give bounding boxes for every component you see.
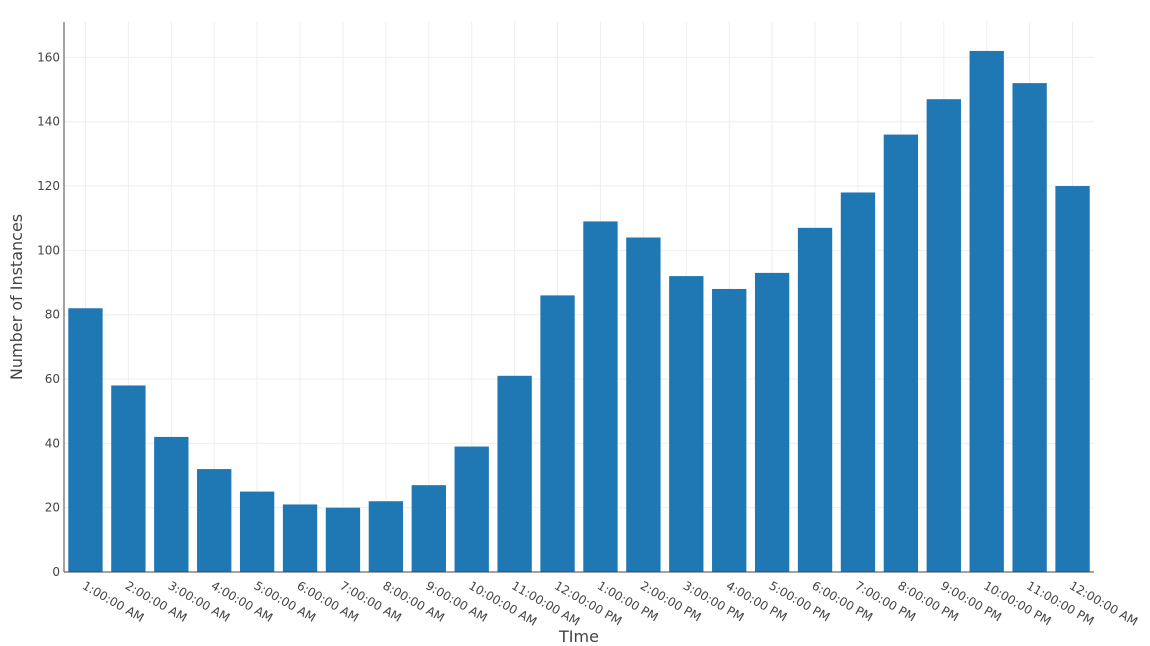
x-axis-title: TIme [558, 627, 599, 646]
y-tick-label: 160 [37, 50, 60, 64]
bar [282, 504, 318, 572]
bar [454, 446, 489, 572]
bar [583, 221, 618, 572]
bar [68, 308, 103, 572]
bar [797, 227, 833, 572]
bar [840, 192, 876, 572]
bar [754, 272, 790, 572]
bar [111, 385, 146, 572]
bar [669, 276, 704, 572]
bar [883, 134, 919, 572]
y-tick-label: 80 [45, 308, 60, 322]
bar [325, 507, 361, 572]
bar [197, 469, 232, 572]
y-tick-label: 140 [37, 115, 60, 129]
bar [1012, 83, 1047, 572]
y-tick-label: 40 [45, 436, 60, 450]
bar [712, 288, 747, 572]
y-tick-label: 100 [37, 243, 60, 257]
bar [969, 50, 1004, 572]
y-tick-label: 0 [52, 565, 60, 579]
bar [926, 99, 961, 572]
y-tick-label: 120 [37, 179, 60, 193]
bar [411, 485, 446, 572]
y-axis-title: Number of Instances [7, 214, 26, 380]
bar [497, 375, 532, 572]
bar [540, 295, 575, 572]
y-tick-label: 60 [45, 372, 60, 386]
bar [368, 501, 404, 572]
bar [239, 491, 275, 572]
y-tick-label: 20 [45, 501, 60, 515]
bar [154, 436, 189, 572]
bar [626, 237, 661, 572]
bar [1055, 186, 1090, 572]
